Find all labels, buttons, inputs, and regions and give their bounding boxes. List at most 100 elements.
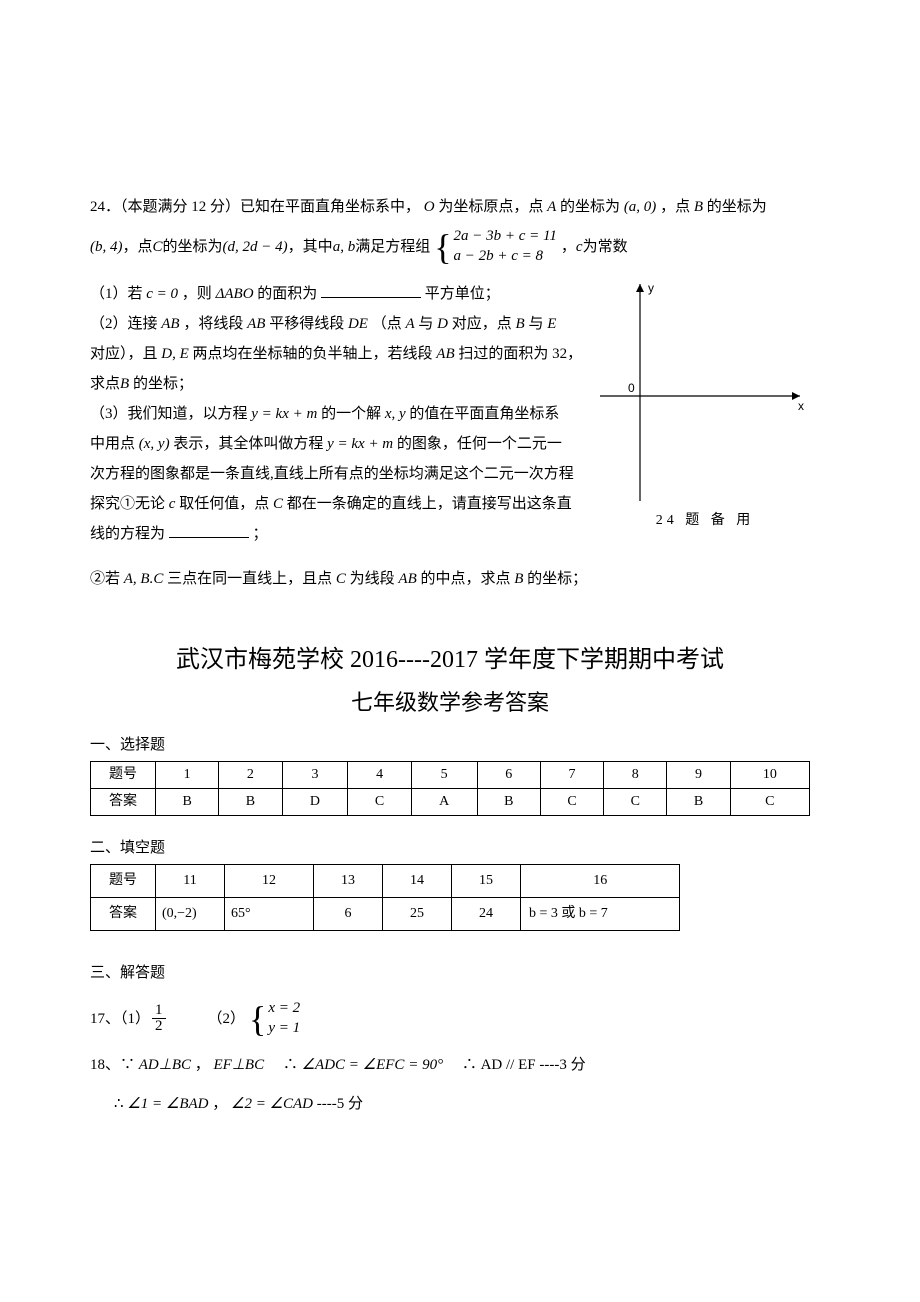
q17: 17、（1） 1 2 （2） { x = 2 y = 1 — [90, 999, 810, 1038]
txt: 的值在平面直角坐标系 — [409, 406, 559, 422]
ch-a: C — [730, 788, 809, 815]
q17-top: x = 2 — [268, 999, 300, 1019]
q24-p2c: 求点B 的坐标； — [90, 372, 590, 396]
fl-n: 12 — [225, 865, 314, 898]
page: 24．（本题满分 12 分）已知在平面直角坐标系中， O 为坐标原点，点 A 的… — [0, 0, 920, 1302]
system-rows: 2a − 3b + c = 11 a − 2b + c = 8 — [453, 227, 556, 266]
angles90: ∠ADC = ∠EFC = 90° — [302, 1057, 443, 1073]
c-eq-0: c = 0 — [146, 286, 178, 302]
sym-O: O — [424, 199, 435, 215]
txt: （点 — [372, 316, 406, 332]
q17-label: 17、（1） — [90, 1007, 150, 1031]
sym-de: D, E — [161, 346, 189, 362]
txt: ，点 — [660, 199, 694, 215]
q24-line2: (b, 4) ，点 C 的坐标为 (d, 2d − 4) ，其中 a, b 满足… — [90, 227, 810, 266]
txt: 中用点 — [90, 436, 139, 452]
ch-n: 3 — [282, 761, 348, 788]
txt: ∴ — [447, 1057, 477, 1073]
ch-n: 6 — [477, 761, 540, 788]
txt: 的图象，任何一个二元一 — [397, 436, 562, 452]
sym-C: C — [153, 235, 163, 259]
txt: （2）连接 — [90, 316, 161, 332]
y-label: y — [648, 281, 654, 295]
fl-a: b = 3 或 b = 7 — [521, 898, 680, 931]
txt: ， — [212, 1096, 227, 1112]
coord-a0: (a, 0) — [624, 199, 657, 215]
ch-a: B — [667, 788, 730, 815]
txt: ， — [195, 1057, 210, 1073]
q24-body-wrap: （1）若 c = 0 ，则 ΔABO 的面积为 平方单位； （2）连接 AB ，… — [90, 276, 810, 552]
fl-n: 14 — [383, 865, 452, 898]
txt: ， — [561, 235, 576, 259]
fl-a: (0,−2) — [156, 898, 225, 931]
equation-system: { 2a − 3b + c = 11 a − 2b + c = 8 — [434, 227, 557, 266]
fraction-1-2: 1 2 — [152, 1003, 166, 1036]
answer-title-1: 武汉市梅苑学校 2016----2017 学年度下学期期中考试 — [90, 641, 810, 679]
ch-n: 10 — [730, 761, 809, 788]
brace-icon: { — [249, 1001, 266, 1037]
sym-B2: B — [516, 316, 525, 332]
axes-icon: y x 0 — [600, 276, 810, 506]
origin-label: 0 — [628, 381, 635, 395]
sym-A: A — [547, 199, 556, 215]
fl-n: 13 — [314, 865, 383, 898]
ch-n: 4 — [348, 761, 411, 788]
q17-part2: （2） { x = 2 y = 1 — [208, 999, 305, 1038]
sym-AB4: AB — [398, 571, 416, 587]
txt: 的坐标为 — [560, 199, 624, 215]
q24-p3e: 线的方程为 ； — [90, 522, 590, 546]
sym-DE: DE — [348, 316, 368, 332]
frac-den: 2 — [152, 1019, 166, 1035]
hdr-num2: 题号 — [91, 865, 156, 898]
ch-a: C — [604, 788, 667, 815]
section-1-label: 一、选择题 — [90, 733, 810, 757]
q18-line1: 18、∵ AD⊥BC ， EF⊥BC ∴ ∠ADC = ∠EFC = 90° ∴… — [90, 1053, 810, 1077]
txt: 对应），且 — [90, 346, 161, 362]
txt: ，则 — [182, 286, 216, 302]
sym-C2: C — [273, 496, 283, 512]
sym-ab: a, b — [333, 235, 356, 259]
section-3-label: 三、解答题 — [90, 961, 810, 985]
sys-top: 2a − 3b + c = 11 — [453, 227, 556, 247]
txt: 的坐标为 — [707, 199, 767, 215]
txt: （3）我们知道，以方程 — [90, 406, 251, 422]
txt: ∴ — [268, 1057, 298, 1073]
ch-n: 2 — [219, 761, 282, 788]
answer-title-2: 七年级数学参考答案 — [90, 685, 810, 720]
adbc: AD⊥BC — [139, 1057, 191, 1073]
txt: ； — [253, 526, 268, 542]
txt: 的坐标； — [133, 376, 193, 392]
fl-a: 25 — [383, 898, 452, 931]
txt: 的面积为 — [257, 286, 317, 302]
sym-c: c — [576, 235, 583, 259]
fl-a: 24 — [452, 898, 521, 931]
efbc: EF⊥BC — [214, 1057, 265, 1073]
hdr-ans: 答案 — [91, 788, 156, 815]
ch-n: 7 — [540, 761, 603, 788]
eq-ykxm2: y = kx + m — [327, 436, 393, 452]
txt: 为线段 — [350, 571, 399, 587]
txt: 线的方程为 — [90, 526, 165, 542]
txt: 与 — [528, 316, 547, 332]
sym-AB3: AB — [436, 346, 454, 362]
sys-bot: a − 2b + c = 8 — [453, 247, 556, 267]
q24-block: 24．（本题满分 12 分）已知在平面直角坐标系中， O 为坐标原点，点 A 的… — [90, 195, 810, 591]
frac-num: 1 — [152, 1003, 166, 1020]
q24-p4: ②若 A, B.C 三点在同一直线上，且点 C 为线段 AB 的中点，求点 B … — [90, 567, 810, 591]
txt: 取任何值，点 — [179, 496, 273, 512]
txt: 为常数 — [583, 235, 628, 259]
fill-answer-row: 答案 (0,−2) 65° 6 25 24 b = 3 或 b = 7 — [91, 898, 680, 931]
sym-xy: x, y — [385, 406, 406, 422]
sym-ABC: A, B.C — [124, 571, 164, 587]
txt: ----5 分 — [317, 1096, 363, 1112]
sym-c2: c — [169, 496, 176, 512]
q17-system: { x = 2 y = 1 — [249, 999, 300, 1038]
q24-line1: 24．（本题满分 12 分）已知在平面直角坐标系中， O 为坐标原点，点 A 的… — [90, 195, 810, 219]
ch-n: 8 — [604, 761, 667, 788]
txt: 的一个解 — [321, 406, 385, 422]
ch-a: A — [411, 788, 477, 815]
ch-a: B — [219, 788, 282, 815]
txt: ，点 — [123, 235, 153, 259]
blank-1 — [321, 284, 421, 299]
txt: 为坐标原点，点 — [438, 199, 547, 215]
